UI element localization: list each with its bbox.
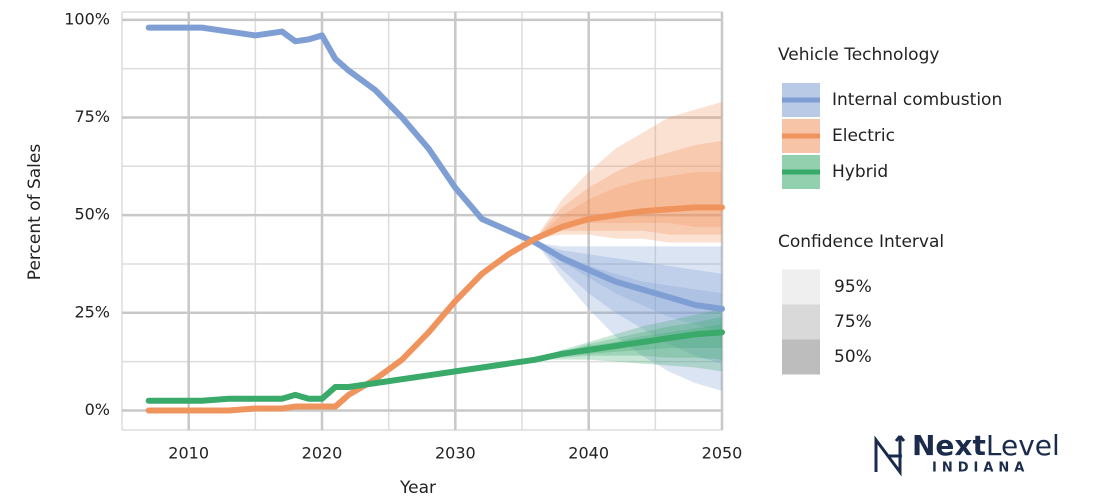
confidence-label: 95% <box>834 277 872 297</box>
y-tick-label: 75% <box>74 107 110 126</box>
logo: NextLevel INDIANA <box>874 429 1060 477</box>
plot <box>121 11 725 431</box>
series-line <box>145 204 725 414</box>
x-tick-label: 2030 <box>435 444 476 463</box>
legend-label: Hybrid <box>832 162 888 182</box>
confidence-swatch <box>782 339 820 375</box>
y-tick-label: 0% <box>85 400 110 419</box>
x-tick-label: 2010 <box>168 444 209 463</box>
y-axis-title: Percent of Sales <box>25 144 45 281</box>
series-line <box>145 24 725 312</box>
y-tick-label: 100% <box>64 9 110 28</box>
confidence-band <box>535 140 722 239</box>
logo-word: Level <box>986 429 1060 462</box>
confidence-band <box>535 308 722 372</box>
logo-word: Next <box>912 429 986 462</box>
confidence-swatch <box>782 304 820 340</box>
confidence-band <box>535 242 722 391</box>
logo-text: NextLevel <box>912 429 1060 462</box>
logo-subtext: INDIANA <box>932 461 1029 476</box>
y-tick-label: 25% <box>74 302 110 321</box>
confidence-label: 75% <box>834 312 872 332</box>
x-tick-label: 2020 <box>302 444 343 463</box>
confidence-label: 50% <box>834 347 872 367</box>
legend-label: Internal combustion <box>832 90 1002 110</box>
confidence-title: Confidence Interval <box>778 232 944 252</box>
legend-label: Electric <box>832 126 895 146</box>
x-tick-label: 2040 <box>568 444 609 463</box>
confidence-swatch <box>782 269 820 305</box>
logo-icon <box>874 435 906 477</box>
plot-area <box>121 11 723 431</box>
y-tick-label: 50% <box>74 205 110 224</box>
x-axis-title: Year <box>399 478 436 498</box>
series-line <box>145 329 725 404</box>
x-tick-label: 2050 <box>702 444 743 463</box>
legend-title: Vehicle Technology <box>778 45 939 65</box>
confidence-band <box>535 242 722 364</box>
